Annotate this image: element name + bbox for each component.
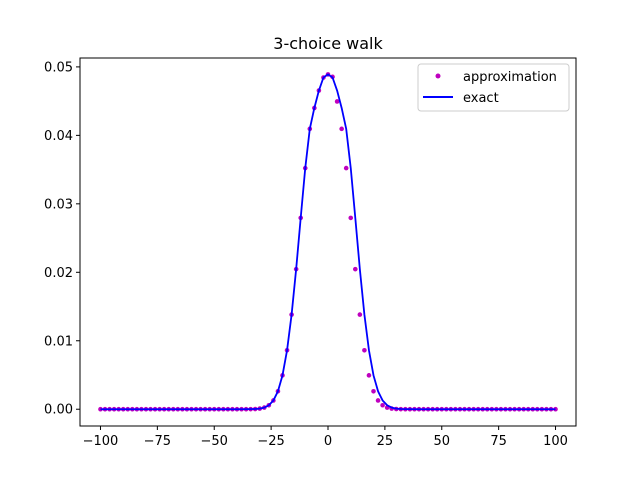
legend-label-approximation: approximation — [463, 70, 557, 85]
chart-title: 3-choice walk — [273, 34, 383, 53]
approximation-point — [339, 126, 344, 132]
legend-label-exact: exact — [463, 91, 499, 106]
series-approximation — [98, 72, 558, 412]
approximation-point — [375, 398, 381, 403]
legend-marker-approximation — [435, 73, 441, 79]
approximation-point — [380, 402, 385, 408]
approximation-point — [362, 347, 367, 353]
approximation-point — [343, 165, 349, 171]
x-tick-label: −100 — [83, 434, 119, 449]
approximation-point — [353, 266, 358, 272]
x-tick-label: 100 — [543, 434, 568, 449]
approximation-point — [357, 312, 363, 317]
y-tick-label: 0.05 — [44, 60, 73, 75]
x-tick-label: 25 — [377, 434, 394, 449]
approximation-point — [366, 373, 372, 378]
legend: approximation exact — [417, 63, 570, 112]
y-tick-label: 0.00 — [44, 403, 73, 418]
y-tick-label: 0.04 — [44, 129, 73, 144]
y-tick-label: 0.03 — [44, 197, 73, 212]
exact-line — [100, 73, 556, 411]
x-tick-label: −50 — [201, 434, 228, 449]
approximation-point — [334, 99, 340, 104]
legend-box — [417, 63, 570, 112]
x-tick-label: 0 — [324, 434, 332, 449]
approximation-point — [348, 215, 354, 221]
y-tick-label: 0.01 — [44, 334, 73, 349]
approximation-point — [371, 388, 376, 394]
y-tick-label: 0.02 — [44, 266, 73, 281]
approximation-point — [98, 406, 103, 412]
x-tick-label: 50 — [433, 434, 450, 449]
x-tick-label: −75 — [144, 434, 171, 449]
plot-frame — [79, 57, 577, 427]
x-tick-label: 75 — [490, 434, 507, 449]
x-tick-label: −25 — [257, 434, 284, 449]
